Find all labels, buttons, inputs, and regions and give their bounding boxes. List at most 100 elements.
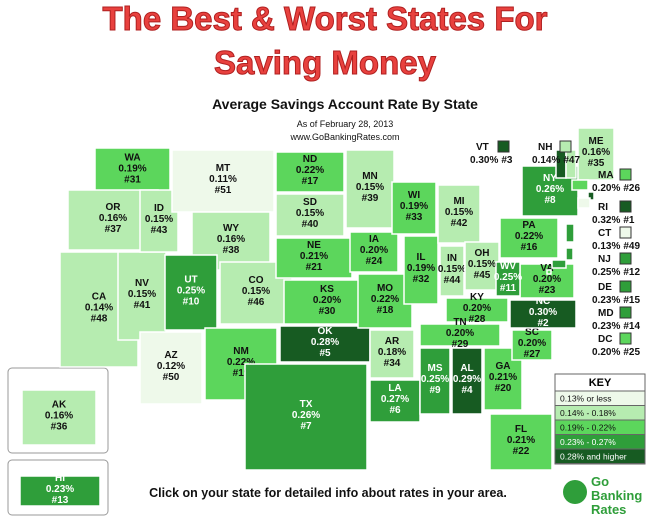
state-abbr: ME bbox=[589, 136, 604, 147]
state-rank: #45 bbox=[474, 270, 491, 281]
state[interactable] bbox=[511, 329, 553, 361]
state-rate: 0.23% bbox=[592, 321, 620, 332]
state-label: OR 0.16% #37 bbox=[99, 202, 127, 235]
state-rank: #4 bbox=[461, 385, 473, 396]
state[interactable] bbox=[357, 273, 413, 329]
state-rank: #32 bbox=[413, 274, 430, 285]
state[interactable] bbox=[577, 197, 591, 209]
state[interactable] bbox=[139, 189, 179, 253]
state-abbr: OR bbox=[106, 202, 122, 213]
state-swatch bbox=[497, 140, 510, 153]
state[interactable] bbox=[551, 259, 567, 269]
state[interactable] bbox=[19, 475, 101, 507]
state-label: NY 0.26% #8 bbox=[536, 173, 564, 206]
state[interactable] bbox=[587, 191, 595, 201]
key-title: KEY bbox=[589, 377, 612, 389]
state-rank: #44 bbox=[444, 275, 461, 286]
state-abbr: NJ bbox=[598, 254, 611, 265]
state-rate: 0.20% bbox=[518, 338, 546, 349]
state-abbr: TX bbox=[300, 399, 313, 410]
state[interactable] bbox=[164, 254, 218, 331]
state-rank: #26 bbox=[623, 183, 640, 194]
state[interactable] bbox=[419, 347, 451, 415]
state-rate: 0.18% bbox=[378, 347, 406, 358]
state[interactable] bbox=[21, 389, 97, 446]
state[interactable] bbox=[565, 223, 575, 243]
logo-text: Banking bbox=[591, 488, 642, 503]
state-rate: 0.23% bbox=[46, 484, 74, 495]
state[interactable] bbox=[464, 241, 500, 291]
state[interactable] bbox=[571, 179, 589, 191]
state[interactable] bbox=[369, 329, 415, 379]
state-rate: 0.16% bbox=[45, 411, 73, 422]
state-rate: 0.12% bbox=[157, 361, 185, 372]
state-rate: 0.25% bbox=[177, 286, 205, 297]
title-line: Saving Money bbox=[214, 44, 437, 81]
state-abbr: NM bbox=[233, 346, 249, 357]
state-abbr: AL bbox=[460, 363, 473, 374]
state[interactable] bbox=[437, 184, 481, 244]
state[interactable] bbox=[139, 331, 203, 405]
state-abbr: WI bbox=[408, 190, 420, 201]
state-label: UT 0.25% #10 bbox=[177, 275, 205, 308]
state[interactable] bbox=[509, 299, 577, 329]
state-rate: 0.22% bbox=[515, 231, 543, 242]
state[interactable] bbox=[495, 261, 521, 297]
state[interactable] bbox=[283, 279, 371, 325]
key-label: 0.19% - 0.22% bbox=[560, 423, 616, 433]
state[interactable] bbox=[244, 363, 368, 471]
state-rank: #6 bbox=[389, 405, 401, 416]
state-abbr: WA bbox=[124, 153, 140, 164]
state[interactable] bbox=[451, 347, 483, 415]
state-rank: #3 bbox=[501, 155, 513, 166]
state-abbr: MI bbox=[453, 196, 464, 207]
state[interactable] bbox=[391, 181, 437, 235]
state[interactable] bbox=[577, 127, 615, 181]
state-abbr: MS bbox=[428, 363, 443, 374]
state[interactable] bbox=[275, 151, 345, 193]
website: www.GoBankingRates.com bbox=[289, 132, 399, 142]
state-rate: 0.15% bbox=[438, 264, 466, 275]
state-label: WA 0.19% #31 bbox=[118, 153, 146, 186]
state[interactable] bbox=[275, 193, 345, 237]
state[interactable] bbox=[519, 263, 575, 299]
state[interactable] bbox=[546, 269, 552, 275]
state-rate: 0.22% bbox=[227, 357, 255, 368]
state-rank: #43 bbox=[151, 225, 168, 236]
state[interactable] bbox=[419, 323, 501, 347]
subtitle: Average Savings Account Rate By State bbox=[212, 96, 478, 112]
state-label: ME 0.16% #35 bbox=[582, 136, 610, 169]
state-label: TN 0.20% #29 bbox=[446, 317, 474, 350]
state-label: NM 0.22% #19 bbox=[227, 346, 255, 379]
state-label: AL 0.29% #4 bbox=[453, 363, 481, 396]
state-rate: 0.15% bbox=[445, 207, 473, 218]
state-abbr: SD bbox=[303, 197, 317, 208]
state-rank: #10 bbox=[183, 297, 200, 308]
state-rank: #13 bbox=[52, 495, 69, 506]
state-abbr: FL bbox=[515, 424, 527, 435]
state-rate: 0.15% bbox=[296, 208, 324, 219]
state-rate: 0.26% bbox=[292, 410, 320, 421]
state-abbr: RI bbox=[598, 202, 608, 213]
state-label: MT 0.11% #51 bbox=[209, 163, 237, 196]
state[interactable] bbox=[403, 235, 439, 305]
state-rank: #50 bbox=[163, 372, 180, 383]
state-abbr: MD bbox=[598, 308, 614, 319]
state-abbr: VT bbox=[476, 142, 489, 153]
state-rate: 0.22% bbox=[371, 294, 399, 305]
state[interactable] bbox=[445, 297, 509, 323]
state-rank: #29 bbox=[452, 339, 469, 350]
state[interactable] bbox=[94, 147, 171, 194]
state[interactable] bbox=[565, 247, 574, 261]
state-rank: #42 bbox=[451, 218, 468, 229]
state-rank: #23 bbox=[539, 285, 556, 296]
state-abbr: DE bbox=[598, 282, 612, 293]
state[interactable] bbox=[439, 245, 465, 297]
state[interactable] bbox=[489, 413, 553, 471]
key-label: 0.13% or less bbox=[560, 394, 612, 404]
state-abbr: KS bbox=[320, 284, 334, 295]
state-rank: #5 bbox=[319, 348, 331, 359]
state[interactable] bbox=[349, 231, 399, 273]
state[interactable] bbox=[499, 217, 559, 259]
